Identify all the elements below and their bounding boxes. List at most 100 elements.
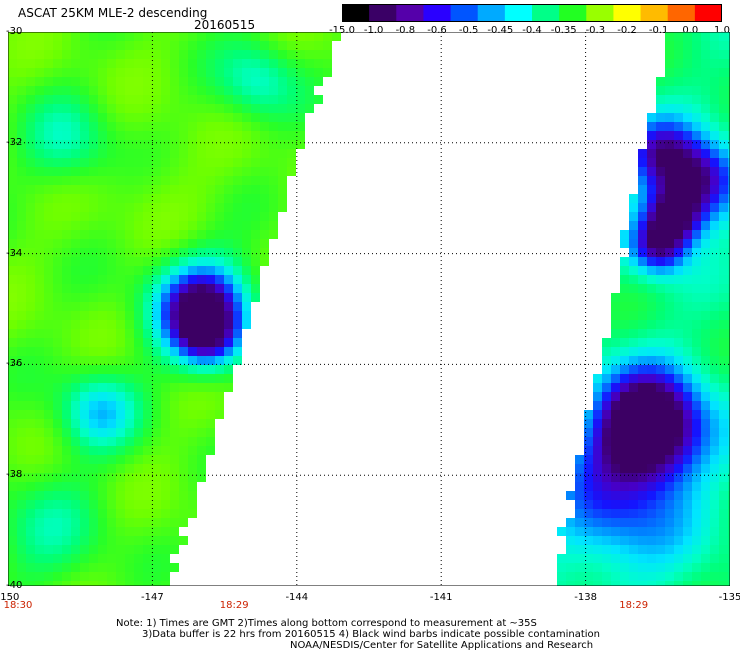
swath-cell [179,518,188,527]
swath-cell [143,32,152,41]
swath-cell [62,509,71,518]
swath-cell [143,338,152,347]
swath-cell [242,167,251,176]
swath-cell [107,401,116,410]
swath-cell [269,221,278,230]
colorbar-tick-label: -0.1 [648,25,669,36]
swath-cell [233,149,242,158]
swath-cell [44,311,53,320]
swath-cell [611,401,620,410]
swath-cell [692,293,701,302]
swath-cell [152,311,161,320]
swath-cell [647,167,656,176]
swath-cell [215,365,224,374]
swath-cell [206,185,215,194]
swath-cell [674,356,683,365]
swath-cell [647,221,656,230]
swath-cell [161,446,170,455]
swath-cell [179,455,188,464]
swath-cell [710,392,719,401]
swath-cell [53,68,62,77]
swath-cell [134,572,143,581]
swath-cell [728,212,730,221]
swath-cell [35,338,44,347]
swath-cell [710,563,719,572]
swath-cell [215,266,224,275]
swath-cell [656,491,665,500]
swath-cell [17,428,26,437]
swath-cell [80,140,89,149]
swath-cell [143,122,152,131]
swath-cell [674,275,683,284]
swath-cell [269,32,278,41]
swath-cell [170,464,179,473]
swath-cell [170,149,179,158]
swath-cell [629,473,638,482]
swath-cell [26,509,35,518]
swath-cell [134,284,143,293]
swath-cell [71,104,80,113]
swath-cell [80,401,89,410]
swath-cell [71,473,80,482]
swath-cell [26,194,35,203]
swath-cell [179,77,188,86]
swath-cell [701,194,710,203]
swath-cell [278,41,287,50]
swath-cell [89,104,98,113]
swath-cell [89,32,98,41]
swath-cell [638,185,647,194]
swath-cell [602,437,611,446]
swath-cell [647,212,656,221]
swath-cell [629,527,638,536]
swath-cell [314,68,323,77]
swath-cell [629,581,638,586]
swath-cell [53,302,62,311]
swath-cell [125,563,134,572]
swath-cell [233,194,242,203]
swath-cell [116,77,125,86]
swath-cell [170,356,179,365]
swath-cell [116,455,125,464]
swath-cell [602,554,611,563]
swath-cell [269,167,278,176]
swath-cell [611,536,620,545]
longitude-label: -135 [718,592,740,603]
swath-cell [107,572,116,581]
swath-cell [143,401,152,410]
swath-cell [719,266,728,275]
swath-cell [188,428,197,437]
swath-cell [44,509,53,518]
swath-cell [692,113,701,122]
swath-cell [62,527,71,536]
swath-cell [35,428,44,437]
swath-cell [17,581,26,586]
swath-cell [152,491,161,500]
swath-cell [305,77,314,86]
swath-cell [35,401,44,410]
swath-cell [665,446,674,455]
swath-cell [80,86,89,95]
swath-cell [296,86,305,95]
swath-cell [674,113,683,122]
swath-cell [719,419,728,428]
swath-cell [728,113,730,122]
swath-cell [161,455,170,464]
swath-cell [584,419,593,428]
swath-cell [197,167,206,176]
swath-cell [170,104,179,113]
swath-cell [611,563,620,572]
swath-cell [44,257,53,266]
swath-cell [224,356,233,365]
swath-cell [143,464,152,473]
swath-cell [134,257,143,266]
swath-cell [179,194,188,203]
swath-cell [17,374,26,383]
swath-cell [251,95,260,104]
swath-cell [89,266,98,275]
swath-cell [647,248,656,257]
swath-cell [8,392,17,401]
swath-cell [674,266,683,275]
swath-cell [125,77,134,86]
swath-cell [188,374,197,383]
swath-cell [71,131,80,140]
